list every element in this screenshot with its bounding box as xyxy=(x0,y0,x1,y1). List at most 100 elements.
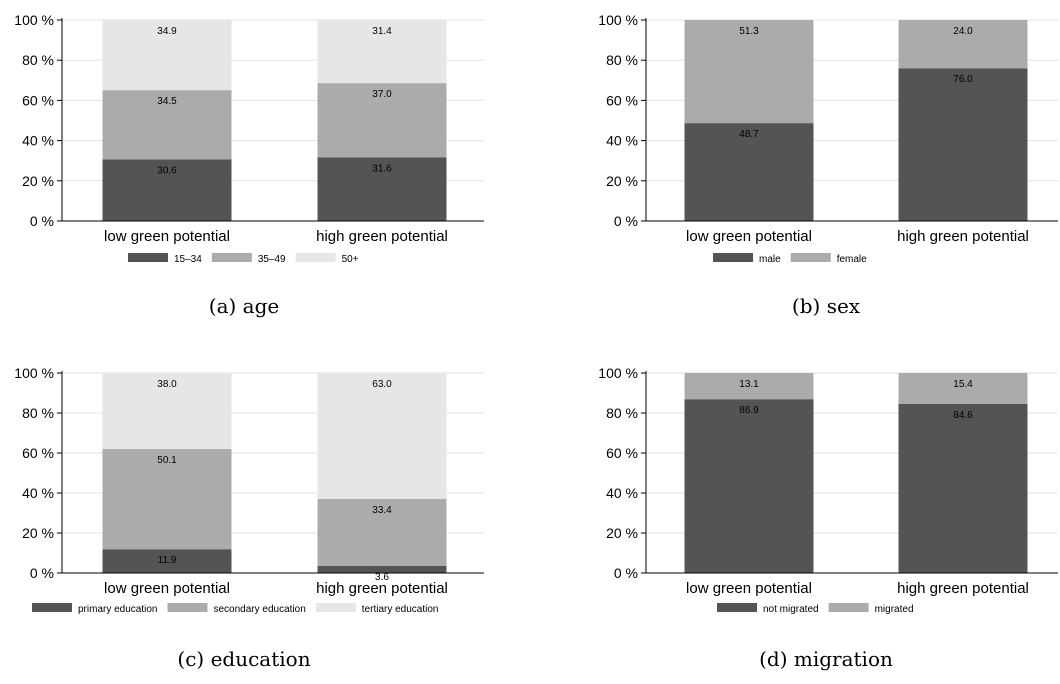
legend-label: 50+ xyxy=(342,254,359,265)
bar-segment xyxy=(898,373,1028,404)
legend-swatch xyxy=(295,253,336,262)
chart-caption: (a) age xyxy=(209,294,279,318)
bar-segment xyxy=(898,68,1028,222)
bar-segment xyxy=(898,20,1028,69)
y-tick-label: 0 % xyxy=(30,213,54,229)
bar-value-label: 15.4 xyxy=(953,379,973,390)
x-category-label: low green potential xyxy=(686,580,812,597)
legend-swatch xyxy=(828,603,869,612)
y-tick-label: 60 % xyxy=(22,445,54,461)
legend-swatch xyxy=(167,603,208,612)
legend-label: 35–49 xyxy=(258,254,286,265)
legend-swatch xyxy=(315,603,356,612)
bar-segment xyxy=(317,499,447,566)
bar-segment xyxy=(317,373,447,499)
bar-value-label: 51.3 xyxy=(739,26,759,37)
bar-segment xyxy=(102,549,232,573)
chart-panel-3: 0 % 20 % 40 % 60 % 80 % 100 % 11.9 50.1 38.0 3.6 3… xyxy=(14,365,484,671)
x-category-label: low green potential xyxy=(104,228,230,245)
y-tick-label: 80 % xyxy=(22,52,54,68)
bar-segment xyxy=(317,83,447,158)
bar-value-label: 34.9 xyxy=(157,26,177,37)
x-category-label: low green potential xyxy=(104,580,230,597)
bar-segment xyxy=(102,159,232,221)
y-tick-label: 20 % xyxy=(606,525,638,541)
chart-caption: (d) migration xyxy=(759,647,893,671)
y-tick-label: 20 % xyxy=(606,173,638,189)
y-tick-label: 80 % xyxy=(606,405,638,421)
bar-value-label: 3.6 xyxy=(375,572,389,583)
bar-value-label: 33.4 xyxy=(372,505,392,516)
chart-caption: (b) sex xyxy=(792,294,861,318)
y-tick-label: 80 % xyxy=(606,52,638,68)
legend-label: tertiary education xyxy=(362,604,439,615)
bar-value-label: 34.5 xyxy=(157,96,177,107)
bar-segment xyxy=(102,90,232,160)
y-tick-label: 20 % xyxy=(22,173,54,189)
y-tick-label: 60 % xyxy=(606,92,638,108)
y-tick-label: 40 % xyxy=(606,485,638,501)
y-tick-label: 40 % xyxy=(22,133,54,149)
bar-value-label: 30.6 xyxy=(157,165,177,176)
bar-segment xyxy=(317,20,447,84)
x-category-label: high green potential xyxy=(316,228,448,245)
bar-value-label: 63.0 xyxy=(372,379,392,390)
legend-label: secondary education xyxy=(213,604,305,615)
legend-swatch xyxy=(128,253,168,262)
chart-panel-4: 0 % 20 % 40 % 60 % 80 % 100 % 86.9 13.1 84.6 15.4… xyxy=(598,365,1058,671)
legend-label: migrated xyxy=(875,604,914,615)
bar-segment xyxy=(102,20,232,91)
bar-segment xyxy=(898,403,1028,573)
y-tick-label: 80 % xyxy=(22,405,54,421)
chart-panel-2: 0 % 20 % 40 % 60 % 80 % 100 % 48.7 51.3 76.0 24.0… xyxy=(598,12,1058,318)
y-tick-label: 40 % xyxy=(22,485,54,501)
legend-label: male xyxy=(759,254,781,265)
bar-value-label: 37.0 xyxy=(372,89,392,100)
bar-value-label: 13.1 xyxy=(739,379,759,390)
y-tick-label: 0 % xyxy=(30,565,54,581)
bar-value-label: 31.4 xyxy=(372,26,392,37)
y-tick-label: 60 % xyxy=(22,92,54,108)
bar-value-label: 48.7 xyxy=(739,129,759,140)
bar-value-label: 24.0 xyxy=(953,26,973,37)
bar-segment xyxy=(684,399,814,573)
legend-label: female xyxy=(837,254,867,265)
x-category-label: high green potential xyxy=(897,228,1029,245)
bar-value-label: 11.9 xyxy=(158,555,177,566)
legend-swatch xyxy=(32,603,72,612)
bar-segment xyxy=(684,373,814,400)
x-category-label: high green potential xyxy=(316,580,448,597)
y-tick-label: 0 % xyxy=(614,213,638,229)
legend-swatch xyxy=(713,253,753,262)
bar-value-label: 86.9 xyxy=(739,405,759,416)
y-tick-label: 100 % xyxy=(14,12,54,28)
bar-value-label: 38.0 xyxy=(157,379,177,390)
x-category-label: high green potential xyxy=(897,580,1029,597)
y-tick-label: 40 % xyxy=(606,133,638,149)
bar-segment xyxy=(317,157,447,221)
y-tick-label: 100 % xyxy=(598,12,638,28)
legend-label: 15–34 xyxy=(174,254,202,265)
y-tick-label: 60 % xyxy=(606,445,638,461)
chart-caption: (c) education xyxy=(177,647,310,671)
y-tick-label: 100 % xyxy=(598,365,638,381)
x-category-label: low green potential xyxy=(686,228,812,245)
bar-segment xyxy=(684,20,814,124)
bar-segment xyxy=(684,123,814,221)
legend-swatch xyxy=(790,253,831,262)
bar-value-label: 31.6 xyxy=(372,163,392,174)
legend-label: primary education xyxy=(78,604,157,615)
bar-value-label: 76.0 xyxy=(953,74,973,85)
y-tick-label: 20 % xyxy=(22,525,54,541)
bar-segment xyxy=(102,449,232,550)
bar-segment xyxy=(102,373,232,449)
chart-panel-1: 0 % 20 % 40 % 60 % 80 % 100 % 30.6 34.5 34.9 31.6… xyxy=(14,12,484,318)
y-tick-label: 0 % xyxy=(614,565,638,581)
y-tick-label: 100 % xyxy=(14,365,54,381)
legend-label: not migrated xyxy=(763,604,819,615)
bar-value-label: 84.6 xyxy=(953,410,973,421)
legend-swatch xyxy=(211,253,252,262)
legend-swatch xyxy=(717,603,757,612)
bar-value-label: 50.1 xyxy=(157,455,177,466)
